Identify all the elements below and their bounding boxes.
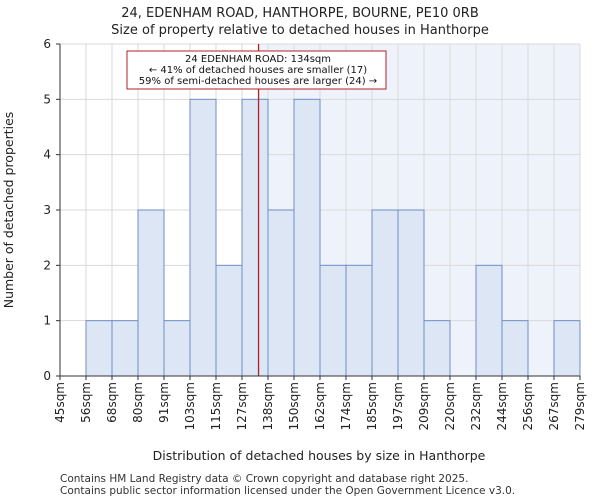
bar [85, 320, 113, 377]
x-tick-labels: 45sqm 56sqm 68sqm 80sqm 91sqm 103sqm 115sqm 127… [53, 376, 587, 430]
bar [111, 320, 139, 377]
chart-title-line-2: Size of property relative to detached ho… [111, 23, 489, 38]
bar [345, 264, 373, 377]
annotation-line-2: ← 41% of detached houses are smaller (17… [149, 65, 367, 76]
x-tick-label: 244sqm [495, 382, 509, 430]
footer-line-1: Contains HM Land Registry data © Crown c… [60, 473, 469, 485]
x-tick-label: 279sqm [573, 382, 587, 430]
bar [137, 209, 165, 377]
x-tick-label: 68sqm [105, 382, 119, 423]
bar [397, 209, 425, 377]
bar [215, 264, 243, 377]
annotation-border [126, 50, 387, 90]
y-tick-label: 4 [43, 148, 51, 162]
chart-title-line-1: 24, EDENHAM ROAD, HANTHORPE, BOURNE, PE1… [121, 6, 479, 21]
bar [423, 320, 451, 377]
y-tick-label: 5 [43, 92, 51, 106]
y-tick-label: 2 [43, 258, 51, 272]
bars [85, 98, 581, 377]
x-axis-label: Distribution of detached houses by size … [153, 448, 486, 463]
bar [267, 209, 295, 377]
y-tick-label: 0 [43, 369, 51, 383]
x-tick-label: 185sqm [365, 382, 379, 430]
x-tick-label: 45sqm [53, 382, 67, 423]
x-tick-label: 256sqm [521, 382, 535, 430]
y-tick-label: 3 [43, 203, 51, 217]
x-tick-label: 150sqm [287, 382, 301, 430]
x-tick-label: 138sqm [261, 382, 275, 430]
bar [189, 98, 217, 377]
x-tick-label: 56sqm [79, 382, 93, 423]
annotation-line-1: 24 EDENHAM ROAD: 134sqm [185, 54, 331, 65]
x-tick-label: 232sqm [469, 382, 483, 430]
bar [319, 264, 347, 377]
x-tick-label: 103sqm [183, 382, 197, 430]
bar [293, 98, 321, 377]
y-tick-label: 6 [43, 37, 51, 51]
x-tick-label: 80sqm [131, 382, 145, 423]
x-tick-label: 127sqm [235, 382, 249, 430]
x-tick-label: 197sqm [391, 382, 405, 430]
x-tick-label: 267sqm [547, 382, 561, 430]
x-tick-label: 91sqm [157, 382, 171, 423]
annotation-line-3: 59% of semi-detached houses are larger (… [139, 76, 377, 87]
bar [553, 320, 581, 377]
y-tick-labels: 0 1 2 3 4 5 6 [43, 37, 60, 383]
x-tick-label: 209sqm [417, 382, 431, 430]
x-tick-label: 174sqm [339, 382, 353, 430]
bar [501, 320, 529, 377]
annotation-box: 24 EDENHAM ROAD: 134sqm ← 41% of detache… [126, 50, 387, 90]
bar [163, 320, 191, 377]
bar [475, 264, 503, 377]
bar [371, 209, 399, 377]
x-tick-label: 115sqm [209, 382, 223, 430]
x-tick-label: 162sqm [313, 382, 327, 430]
y-axis-label: Number of detached properties [1, 112, 16, 309]
bar [241, 98, 269, 377]
x-tick-label: 220sqm [443, 382, 457, 430]
footer-line-2: Contains public sector information licen… [60, 485, 516, 497]
y-tick-label: 1 [43, 314, 51, 328]
chart-title: 24, EDENHAM ROAD, HANTHORPE, BOURNE, PE1… [111, 6, 489, 38]
